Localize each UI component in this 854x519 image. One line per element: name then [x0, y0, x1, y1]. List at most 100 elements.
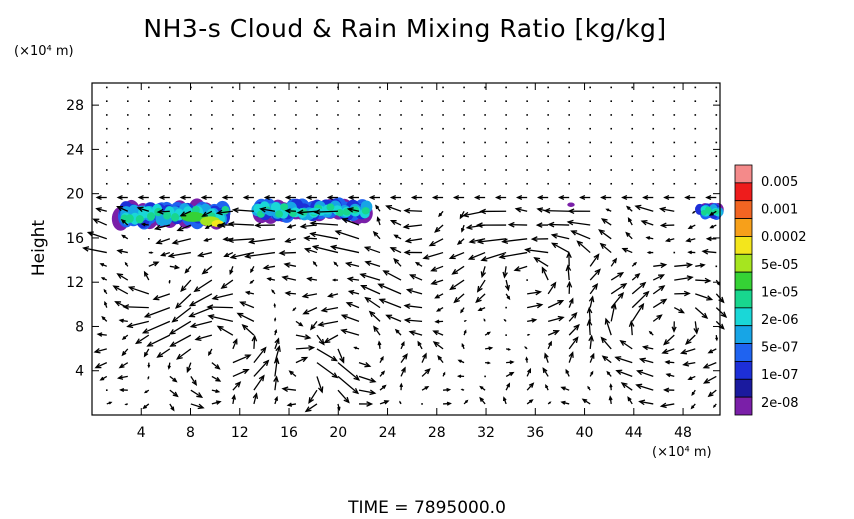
wind-vector — [186, 362, 192, 374]
wind-vector-shaft — [335, 230, 360, 240]
wind-vector — [589, 86, 591, 89]
wind-vector-head — [126, 322, 134, 329]
wind-vector-head — [451, 268, 459, 275]
wind-vector-head — [141, 328, 149, 334]
wind-vector — [211, 127, 213, 130]
wind-vector — [542, 367, 549, 377]
wind-vector — [211, 114, 213, 116]
wind-vector — [400, 141, 402, 144]
wind-vector — [232, 86, 234, 89]
wind-vector-shaft — [211, 362, 220, 370]
wind-vector — [460, 307, 465, 314]
wind-vector — [652, 169, 655, 171]
wind-vector — [295, 114, 297, 116]
wind-vector-head — [116, 374, 124, 380]
wind-vector — [715, 155, 718, 158]
wind-vector — [547, 114, 549, 116]
wind-vector — [505, 169, 507, 171]
wind-vector-shaft — [285, 238, 297, 243]
wind-vector — [550, 233, 570, 240]
wind-vector — [400, 155, 402, 158]
wind-vector-shaft — [552, 234, 570, 240]
wind-vector — [389, 219, 402, 226]
wind-vector — [547, 127, 549, 130]
wind-vector-shaft — [404, 209, 423, 212]
wind-vector-head — [446, 401, 452, 406]
wind-vector-head — [244, 354, 252, 360]
wind-vector-head — [460, 388, 464, 391]
wind-vector-shaft — [274, 376, 278, 391]
wind-vector-head — [683, 290, 691, 297]
wind-vector-shaft — [410, 274, 423, 281]
wind-vector — [645, 236, 654, 240]
wind-vector — [452, 194, 465, 201]
wind-vector-head — [231, 394, 237, 400]
colorbar-label: 0.005 — [761, 175, 798, 190]
wind-vector-head — [586, 318, 593, 326]
wind-vector-head — [167, 252, 175, 259]
wind-vector-head — [506, 382, 511, 388]
wind-vector-head — [373, 325, 379, 332]
wind-vector — [494, 194, 507, 201]
wind-vector-head — [167, 365, 171, 370]
chart-title: NH3-s Cloud & Rain Mixing Ratio [kg/kg] — [143, 14, 667, 43]
wind-vector — [589, 182, 591, 185]
wind-vector — [359, 272, 381, 281]
wind-vector — [273, 375, 279, 391]
wind-vector-head — [702, 363, 710, 369]
wind-vector — [652, 127, 655, 130]
cloud-blob — [135, 214, 144, 224]
wind-vector-head — [389, 194, 397, 201]
wind-vector-head — [241, 323, 249, 331]
wind-vector — [576, 240, 591, 254]
wind-vector — [526, 169, 528, 171]
wind-vector-head — [548, 340, 552, 346]
wind-vector-shaft — [282, 387, 297, 391]
wind-vector — [236, 312, 255, 322]
wind-vector — [153, 224, 170, 231]
wind-vector — [179, 194, 191, 201]
wind-vector-head — [589, 352, 595, 359]
wind-vector — [588, 295, 595, 308]
wind-vector — [112, 285, 129, 295]
wind-vector — [211, 86, 213, 89]
wind-vector — [524, 247, 549, 254]
wind-vector-head — [550, 281, 557, 289]
wind-vector-head — [533, 257, 541, 263]
wind-vector-shaft — [602, 355, 612, 364]
wind-vector — [116, 374, 128, 380]
wind-vector-head — [634, 273, 641, 279]
wind-vector-head — [364, 296, 372, 303]
wind-vector-shaft — [337, 375, 359, 394]
wind-vector — [253, 100, 255, 102]
wind-vector-head — [188, 300, 196, 307]
wind-vector — [715, 127, 718, 130]
wind-vector-head — [628, 320, 635, 328]
wind-vector — [337, 114, 339, 116]
wind-vector-shaft — [285, 292, 296, 295]
wind-vector-shaft — [400, 354, 408, 364]
wind-vector-head — [317, 321, 325, 327]
x-tick-label: 48 — [674, 425, 692, 441]
wind-vector-shaft — [478, 238, 507, 243]
wind-vector-head — [146, 341, 154, 347]
wind-vector — [443, 387, 452, 392]
wind-vector-shaft — [534, 257, 549, 267]
wind-vector-shaft — [195, 334, 213, 341]
wind-vector-head — [494, 194, 502, 201]
wind-vector — [652, 298, 668, 309]
wind-vector-shaft — [378, 283, 402, 295]
wind-vector-shaft — [406, 238, 423, 242]
wind-vector-shaft — [475, 293, 486, 303]
wind-vector-head — [431, 194, 439, 201]
wind-vector — [190, 127, 192, 130]
wind-vector — [358, 86, 360, 89]
wind-vector-head — [434, 226, 441, 233]
wind-vector-head — [547, 221, 555, 228]
wind-vector — [340, 314, 360, 322]
wind-vector-head — [236, 312, 244, 319]
wind-vector — [201, 265, 213, 275]
wind-vector-shaft — [663, 334, 675, 345]
wind-vector — [673, 251, 676, 254]
wind-vector-shaft — [610, 272, 624, 281]
